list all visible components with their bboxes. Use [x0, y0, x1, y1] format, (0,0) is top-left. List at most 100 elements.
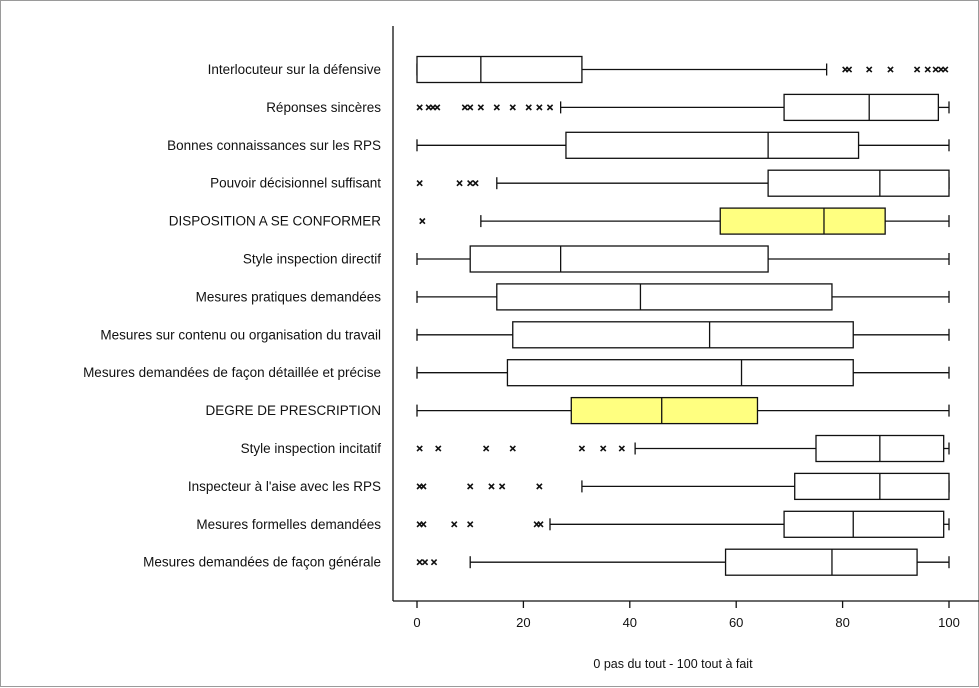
box	[724, 548, 918, 576]
boxplot-rows: Interlocuteur sur la défensive Réponses s…	[83, 55, 950, 576]
category-label: DEGRE DE PRESCRIPTION	[205, 403, 381, 418]
outlier-stroke	[420, 483, 427, 490]
x-axis-title: 0 pas du tout - 100 tout à fait	[593, 657, 753, 671]
boxplot-row: Interlocuteur sur la défensive	[208, 55, 949, 84]
outlier-stroke	[435, 445, 442, 452]
outlier-marker	[421, 559, 429, 566]
category-label: Bonnes connaissances sur les RPS	[167, 138, 381, 153]
box	[783, 510, 945, 538]
outlier-marker	[456, 180, 463, 187]
outlier-marker	[932, 66, 939, 73]
outlier-stroke	[420, 521, 427, 528]
category-label: Mesures pratiques demandées	[196, 289, 382, 304]
box	[719, 207, 886, 235]
box	[565, 131, 860, 159]
outlier-marker	[419, 217, 426, 225]
outlier-marker	[434, 104, 441, 111]
outlier-marker	[913, 66, 921, 73]
outlier-stroke	[488, 483, 495, 490]
x-tick-label: 0	[413, 615, 420, 630]
boxplot-row: Pouvoir décisionnel suffisant	[210, 169, 950, 197]
outlier-marker	[546, 104, 554, 111]
outlier-stroke	[845, 66, 853, 73]
category-label: Interlocuteur sur la défensive	[208, 62, 381, 77]
boxplot-row: Bonnes connaissances sur les RPS	[167, 131, 950, 159]
box	[512, 321, 854, 349]
outlier-marker	[467, 104, 474, 111]
outlier-stroke	[467, 104, 474, 111]
x-tick-label: 80	[835, 615, 849, 630]
outlier-marker	[477, 104, 485, 111]
outlier-stroke	[887, 66, 894, 73]
outlier-marker	[618, 445, 625, 452]
category-label: Mesures sur contenu ou organisation du t…	[100, 327, 381, 342]
outlier-stroke	[421, 559, 429, 566]
outlier-stroke	[866, 66, 873, 73]
boxplot-row: Mesures formelles demandées	[196, 510, 950, 538]
outlier-stroke	[493, 104, 500, 111]
outlier-stroke	[416, 559, 423, 566]
outlier-marker	[430, 559, 438, 566]
boxplot-row: Style inspection directif	[243, 245, 950, 273]
category-label: Style inspection incitatif	[241, 441, 382, 456]
box	[570, 396, 759, 425]
outlier-marker	[536, 483, 543, 490]
outlier-marker	[482, 445, 490, 452]
outlier-stroke	[578, 445, 586, 452]
category-label: Inspecteur à l'aise avec les RPS	[188, 479, 381, 494]
outlier-stroke	[456, 180, 463, 187]
outlier-stroke	[942, 66, 949, 73]
boxplot-row: DISPOSITION A SE CONFORMER	[169, 207, 950, 235]
outlier-stroke	[525, 104, 532, 111]
category-label: Réponses sincères	[266, 100, 381, 115]
outlier-stroke	[430, 559, 438, 566]
outlier-marker	[467, 180, 474, 187]
outlier-stroke	[509, 104, 516, 111]
outlier-stroke	[537, 521, 544, 528]
x-tick-label: 60	[729, 615, 743, 630]
outlier-stroke	[467, 180, 474, 187]
outlier-marker	[924, 66, 931, 73]
outlier-stroke	[451, 521, 458, 528]
boxplot-row: Mesures demandées de façon détaillée et …	[83, 359, 950, 387]
category-label: DISPOSITION A SE CONFORMER	[169, 214, 382, 229]
outlier-stroke	[416, 104, 423, 111]
outlier-marker	[509, 445, 516, 452]
category-label: Mesures demandées de façon détaillée et …	[83, 365, 381, 380]
category-label: Pouvoir décisionnel suffisant	[210, 176, 381, 191]
outlier-marker	[472, 180, 479, 187]
outlier-stroke	[618, 445, 625, 452]
box	[416, 55, 583, 84]
box	[469, 245, 769, 273]
outlier-stroke	[434, 104, 441, 111]
outlier-stroke	[546, 104, 554, 111]
box	[794, 472, 950, 501]
boxplot-row: Mesures pratiques demandées	[196, 283, 950, 311]
outlier-marker	[942, 66, 949, 73]
outlier-stroke	[472, 180, 479, 187]
category-label: Mesures demandées de façon générale	[143, 555, 381, 570]
outlier-marker	[416, 559, 423, 566]
outlier-marker	[493, 104, 500, 111]
box	[783, 93, 940, 122]
outlier-stroke	[924, 66, 931, 73]
outlier-stroke	[600, 445, 607, 452]
outlier-marker	[435, 445, 442, 452]
outlier-stroke	[932, 66, 939, 73]
outlier-stroke	[467, 483, 474, 490]
boxplot-row: Mesures demandées de façon générale	[143, 548, 950, 576]
box	[506, 359, 854, 387]
outlier-marker	[509, 104, 516, 111]
boxplot-row: Mesures sur contenu ou organisation du t…	[100, 321, 950, 349]
x-tick-label: 40	[623, 615, 637, 630]
outlier-marker	[887, 66, 894, 73]
outlier-marker	[420, 521, 427, 528]
axes: 0 20 40 60 80 100	[392, 26, 979, 630]
outlier-marker	[537, 521, 544, 528]
boxplot-row: Réponses sincères	[266, 93, 950, 122]
outlier-marker	[488, 483, 495, 490]
outlier-marker	[461, 104, 469, 111]
outlier-stroke	[498, 483, 506, 490]
